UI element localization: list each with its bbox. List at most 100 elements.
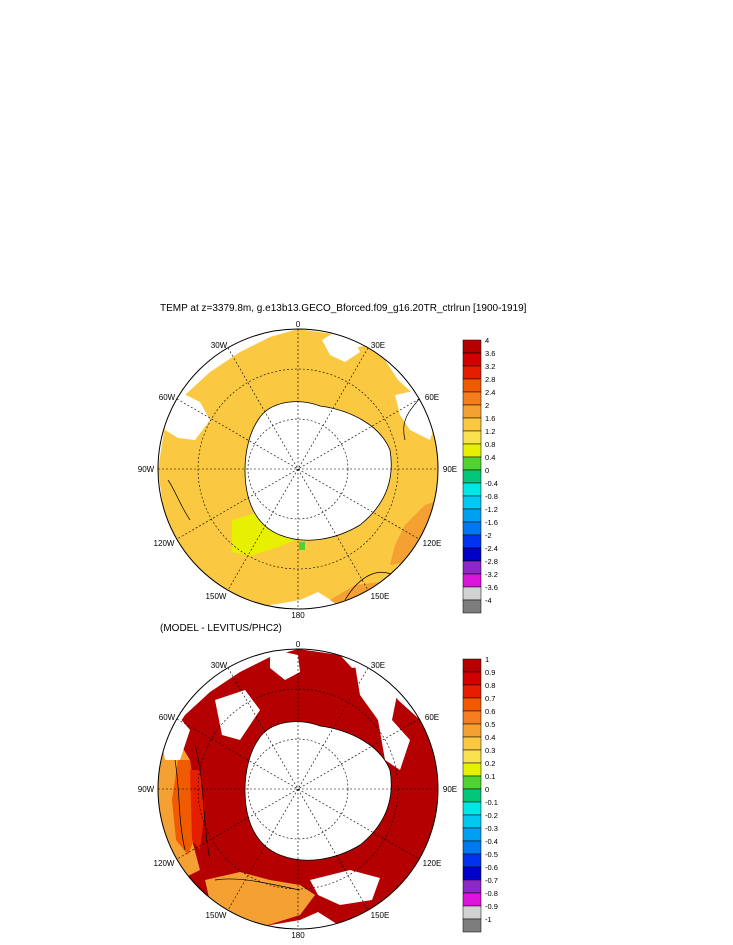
top-colorbar-label: -4: [485, 596, 492, 605]
bottom-colorbar-swatch: [462, 840, 482, 855]
top-label-0: 0: [296, 320, 301, 329]
top-colorbar-swatch: [462, 482, 482, 497]
top-panel-title: TEMP at z=3379.8m, g.e13b13.GECO_Bforced…: [160, 303, 527, 314]
bottom-colorbar-label: -1: [485, 915, 492, 924]
bottom-colorbar-label: 0.1: [485, 772, 495, 781]
top-colorbar-label: 0.8: [485, 440, 495, 449]
top-colorbar-swatch: [462, 456, 482, 471]
top-label-60e: 60E: [425, 393, 439, 402]
top-map-border: [157, 328, 439, 610]
bottom-colorbar-label: -0.7: [485, 876, 498, 885]
top-colorbar-label: 1.6: [485, 414, 495, 423]
bottom-label-30w: 30W: [211, 661, 228, 670]
top-colorbar-label: 2.4: [485, 388, 495, 397]
bottom-colorbar-label: -0.8: [485, 889, 498, 898]
top-colorbar-swatch: [462, 521, 482, 536]
top-label-120w: 120W: [154, 539, 175, 548]
bottom-colorbar-label: -0.6: [485, 863, 498, 872]
top-antarctica: [244, 401, 392, 541]
top-label-60w: 60W: [159, 393, 176, 402]
top-map: 0 30E 60E 90E 120E 150E 180 150W 120W 90…: [138, 320, 498, 620]
top-label-90w: 90W: [138, 465, 155, 474]
bottom-colorbar-swatch: [462, 736, 482, 751]
bottom-label-150w: 150W: [206, 911, 227, 920]
top-colorbar-swatch: [462, 573, 482, 588]
bottom-colorbar-swatch: [462, 866, 482, 881]
top-colorbar-label: -2.4: [485, 544, 498, 553]
bottom-graticule: [158, 649, 438, 929]
top-colorbar-label: 2.8: [485, 375, 495, 384]
bottom-colorbar-label: -0.1: [485, 798, 498, 807]
bottom-label-90w: 90W: [138, 785, 155, 794]
top-label-180: 180: [291, 611, 305, 620]
top-colorbar-swatch: [462, 599, 482, 614]
bottom-colorbar-swatch: [462, 723, 482, 738]
top-colorbar-swatch: [462, 391, 482, 406]
top-colorbar-label: -3.2: [485, 570, 498, 579]
top-colorbar-swatch: [462, 586, 482, 601]
bottom-white-patch-w: [215, 690, 260, 740]
top-colorbar-label: 0.4: [485, 453, 495, 462]
top-label-30w: 30W: [211, 341, 228, 350]
bottom-map: 0 30E 60E 90E 120E 150E 180 150W 120W 90…: [138, 640, 498, 940]
bottom-colorbar: 1 0.9 0.8 0.7 0.6 0.5 0.4 0.3 0.2 0.1 0 -0.1 -0.2 -0.…: [462, 655, 498, 933]
bottom-colorbar-swatch: [462, 697, 482, 712]
bottom-colorbar-label: 0.9: [485, 668, 495, 677]
top-colorbar-swatch: [462, 495, 482, 510]
top-colorbar: 4 3.6 3.2 2.8 2.4 2 1.6 1.2 0.8 0.4 0 -0.4 -0.8 -1.2 -…: [462, 336, 498, 614]
bottom-colorbar-swatch: [462, 918, 482, 933]
top-colorbar-swatch: [462, 547, 482, 562]
top-colorbar-label: 4: [485, 336, 489, 345]
top-colorbar-swatch: [462, 469, 482, 484]
top-colorbar-label: -3.6: [485, 583, 498, 592]
bottom-colorbar-label: 0: [485, 785, 489, 794]
bottom-colorbar-swatch: [462, 879, 482, 894]
top-colorbar-label: 1.2: [485, 427, 495, 436]
bottom-label-90e: 90E: [443, 785, 457, 794]
bottom-label-120w: 120W: [154, 859, 175, 868]
bottom-colorbar-label: 0.2: [485, 759, 495, 768]
top-colorbar-label: -0.4: [485, 479, 498, 488]
bottom-colorbar-label: -0.9: [485, 902, 498, 911]
top-label-30e: 30E: [371, 341, 385, 350]
bottom-colorbar-swatch: [462, 905, 482, 920]
bottom-colorbar-swatch: [462, 853, 482, 868]
bottom-colorbar-label: -0.2: [485, 811, 498, 820]
bottom-colorbar-swatch: [462, 762, 482, 777]
top-ocean-fill: [158, 329, 438, 606]
top-colorbar-swatch: [462, 378, 482, 393]
top-colorbar-label: 3.6: [485, 349, 495, 358]
bottom-colorbar-label: 0.4: [485, 733, 495, 742]
bottom-panel-title: (MODEL - LEVITUS/PHC2): [160, 623, 282, 634]
top-graticule: [158, 329, 438, 609]
top-green-spot: [299, 542, 305, 550]
bottom-white-patch-se: [310, 870, 380, 905]
bottom-colorbar-swatch: [462, 814, 482, 829]
top-colorbar-swatch: [462, 365, 482, 380]
top-colorbar-label: -1.2: [485, 505, 498, 514]
top-colorbar-swatch: [462, 534, 482, 549]
top-label-90e: 90E: [443, 465, 457, 474]
top-colorbar-swatch: [462, 430, 482, 445]
bottom-colorbar-swatch: [462, 710, 482, 725]
bottom-red-inner: [190, 770, 205, 850]
top-colorbar-label: -2.8: [485, 557, 498, 566]
top-colorbar-swatch: [462, 560, 482, 575]
bottom-colorbar-swatch: [462, 892, 482, 907]
top-colorbar-label: 2: [485, 401, 489, 410]
top-label-120e: 120E: [423, 539, 442, 548]
top-colorbar-swatch: [462, 339, 482, 354]
bottom-colorbar-swatch: [462, 671, 482, 686]
top-colorbar-label: -0.8: [485, 492, 498, 501]
bottom-colorbar-swatch: [462, 684, 482, 699]
bottom-label-150e: 150E: [371, 911, 390, 920]
bottom-label-180: 180: [291, 931, 305, 940]
top-colorbar-swatch: [462, 443, 482, 458]
bottom-land-africa: [270, 649, 300, 680]
bottom-colorbar-label: 0.7: [485, 694, 495, 703]
bottom-colorbar-label: -0.5: [485, 850, 498, 859]
top-colorbar-label: 3.2: [485, 362, 495, 371]
bottom-colorbar-label: -0.3: [485, 824, 498, 833]
top-colorbar-swatch: [462, 508, 482, 523]
